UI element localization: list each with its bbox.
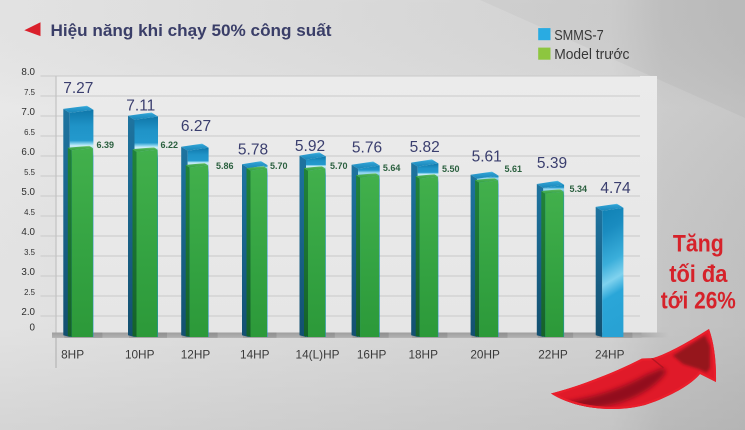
svg-text:Tăng: Tăng — [673, 231, 724, 258]
svg-text:6.22: 6.22 — [161, 140, 179, 150]
svg-text:4.0: 4.0 — [21, 227, 35, 238]
svg-text:5.61: 5.61 — [505, 164, 523, 174]
svg-text:6.0: 6.0 — [21, 147, 35, 158]
svg-text:5.64: 5.64 — [383, 163, 401, 173]
svg-text:3.0: 3.0 — [21, 267, 35, 278]
svg-text:6.5: 6.5 — [24, 128, 36, 137]
svg-text:5.34: 5.34 — [570, 184, 588, 194]
svg-text:5.86: 5.86 — [216, 161, 234, 171]
svg-text:10HP: 10HP — [125, 348, 155, 362]
svg-text:5.39: 5.39 — [537, 155, 567, 172]
svg-text:5.78: 5.78 — [238, 141, 268, 158]
svg-text:SMMS-7: SMMS-7 — [554, 28, 604, 44]
svg-text:3.5: 3.5 — [24, 248, 36, 257]
svg-text:5.92: 5.92 — [295, 138, 325, 155]
svg-text:5.50: 5.50 — [442, 164, 460, 174]
svg-text:tối đa: tối đa — [669, 261, 728, 288]
svg-text:5.70: 5.70 — [330, 161, 348, 171]
svg-text:Hiệu năng khi chạy 50% công su: Hiệu năng khi chạy 50% công suất — [51, 21, 332, 40]
svg-text:5.0: 5.0 — [21, 187, 35, 198]
svg-text:7.0: 7.0 — [21, 107, 35, 118]
svg-text:14(L)HP: 14(L)HP — [296, 348, 340, 362]
svg-text:24HP: 24HP — [595, 348, 625, 362]
svg-text:tới 26%: tới 26% — [661, 287, 736, 314]
svg-text:5.61: 5.61 — [472, 148, 502, 165]
svg-text:Model trước: Model trước — [554, 47, 629, 63]
svg-text:5.82: 5.82 — [410, 139, 440, 156]
svg-text:2.0: 2.0 — [21, 307, 35, 318]
svg-text:12HP: 12HP — [181, 348, 211, 362]
svg-text:6.27: 6.27 — [181, 118, 211, 135]
svg-text:0: 0 — [30, 323, 36, 334]
svg-text:14HP: 14HP — [240, 348, 270, 362]
svg-text:4.74: 4.74 — [600, 180, 631, 197]
svg-text:18HP: 18HP — [408, 348, 438, 362]
svg-text:6.39: 6.39 — [97, 140, 115, 150]
svg-text:7.5: 7.5 — [24, 88, 36, 97]
svg-text:5.76: 5.76 — [352, 140, 382, 157]
svg-text:20HP: 20HP — [470, 348, 500, 362]
svg-text:7.11: 7.11 — [126, 98, 155, 115]
svg-text:16HP: 16HP — [357, 348, 387, 362]
svg-text:4.5: 4.5 — [24, 208, 36, 217]
svg-text:22HP: 22HP — [538, 348, 568, 362]
svg-text:5.70: 5.70 — [270, 161, 288, 171]
svg-text:8HP: 8HP — [61, 348, 84, 362]
svg-text:2.5: 2.5 — [24, 288, 36, 297]
svg-text:7.27: 7.27 — [63, 80, 93, 97]
svg-text:8.0: 8.0 — [21, 67, 35, 78]
svg-text:5.5: 5.5 — [24, 168, 36, 177]
